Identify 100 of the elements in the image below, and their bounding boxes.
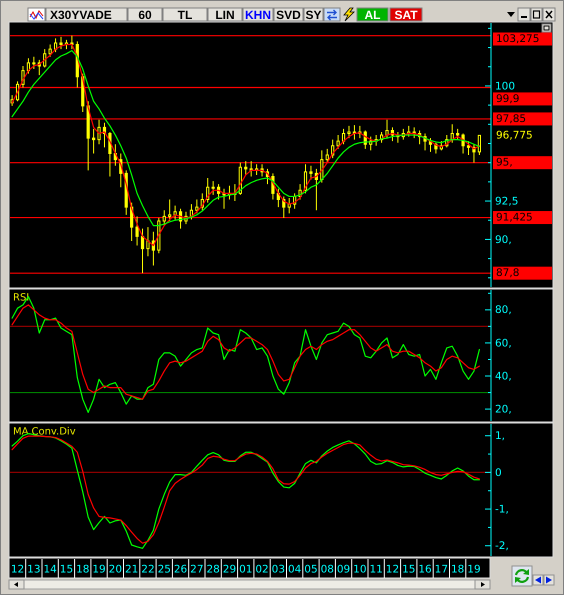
x-tick-label: 28 <box>206 563 220 576</box>
candlestick <box>59 36 63 50</box>
ref-line-label: 95, <box>496 156 513 169</box>
y-tick-label: 90, <box>495 234 512 246</box>
x-tick-label: 03 <box>272 563 286 576</box>
text: SAT <box>394 8 418 22</box>
candlestick <box>309 165 313 180</box>
x-tick-label: 20 <box>108 563 122 576</box>
candlestick <box>152 231 155 266</box>
candlestick <box>478 134 481 156</box>
text: AL <box>364 8 380 22</box>
text: 60 <box>138 8 152 22</box>
ref-line-label: 103,275 <box>496 33 540 45</box>
candlestick <box>43 48 46 68</box>
candlestick <box>174 205 177 220</box>
candlestick <box>407 125 410 138</box>
x-tick-label: 18 <box>450 563 464 576</box>
candlestick <box>347 125 351 139</box>
candlestick <box>48 44 52 58</box>
ref-line-label: 87,8 <box>496 267 520 280</box>
candlestick <box>86 100 90 171</box>
y-tick-label: -2, <box>495 540 509 552</box>
x-tick-label: 18 <box>76 563 90 576</box>
x-tick-label: 19 <box>467 563 481 576</box>
text: 96,775 <box>496 129 533 142</box>
candlestick <box>466 140 470 156</box>
text: KHN <box>245 8 271 22</box>
text: LIN <box>215 8 235 22</box>
candlestick <box>190 204 194 220</box>
y-tick-label: 40, <box>495 370 512 382</box>
y-tick-label: 60, <box>495 337 512 350</box>
candlestick <box>212 180 215 196</box>
y-tick-label: -1, <box>495 503 509 516</box>
candlestick <box>54 38 58 53</box>
x-tick-label: 05 <box>304 563 318 576</box>
x-tick-label: 22 <box>141 563 155 576</box>
candlestick <box>64 39 68 50</box>
x-tick-label: 09 <box>336 563 350 576</box>
chart-title: X30YVADE <box>50 8 112 22</box>
x-tick-label: 11 <box>369 563 383 576</box>
candlestick <box>26 58 30 74</box>
candlestick <box>352 124 356 140</box>
chart-title: MA.Conv.Div <box>13 426 76 438</box>
x-tick-label: 16 <box>418 563 432 576</box>
x-tick-label: 26 <box>174 563 188 576</box>
ref-line-label: 97,85 <box>496 112 526 125</box>
x-tick-label: 12 <box>10 563 24 576</box>
ref-line-label: 99,9 <box>496 92 520 105</box>
y-tick-label: 80, <box>495 304 512 316</box>
y-tick-label: 0 <box>495 466 502 479</box>
text: TL <box>178 8 192 22</box>
candlestick <box>195 199 198 214</box>
candlestick <box>135 216 139 246</box>
y-tick-label: 92,5 <box>495 195 518 208</box>
x-tick-label: 02 <box>255 563 269 576</box>
candlestick <box>92 128 96 154</box>
ref-line-label: 91,425 <box>496 212 533 224</box>
x-tick-label: 04 <box>288 563 302 576</box>
x-tick-label: 27 <box>190 563 204 576</box>
candlestick <box>146 226 150 257</box>
candlestick <box>97 119 101 145</box>
candlestick <box>276 188 280 208</box>
y-tick-label: 20, <box>495 403 512 416</box>
candlestick <box>244 160 248 176</box>
x-tick-label: 25 <box>158 563 171 576</box>
x-tick-label: 01 <box>239 563 252 576</box>
candlestick <box>342 128 346 145</box>
candlestick <box>250 160 253 177</box>
candlestick <box>385 119 389 139</box>
line-series <box>12 304 480 400</box>
x-tick-label: 19 <box>92 563 106 576</box>
candlestick <box>336 134 340 150</box>
x-tick-label: 08 <box>320 563 334 576</box>
x-tick-label: 10 <box>353 563 367 576</box>
candlestick <box>168 199 172 222</box>
x-tick-label: 17 <box>434 563 448 576</box>
x-tick-label: 15 <box>60 563 74 576</box>
candlestick <box>70 35 74 50</box>
x-tick-label: 13 <box>27 563 41 576</box>
candlestick <box>222 188 226 210</box>
candlestick <box>108 131 112 177</box>
candlestick <box>140 228 144 274</box>
candlestick <box>114 144 117 166</box>
candlestick <box>314 168 318 211</box>
y-tick-label: 100 <box>495 80 516 92</box>
x-tick-label: 12 <box>386 563 400 576</box>
x-tick-label: 21 <box>124 563 138 576</box>
candlestick <box>162 210 166 226</box>
x-tick-label: 29 <box>222 563 236 576</box>
candlestick <box>450 124 454 144</box>
candlestick <box>326 148 329 164</box>
text: SVD <box>276 8 302 22</box>
candlestick <box>130 202 134 242</box>
candlestick <box>32 56 36 70</box>
candlestick <box>412 126 416 139</box>
candlestick <box>456 128 460 140</box>
x-tick-label: 14 <box>43 563 58 576</box>
candlestick <box>288 197 291 214</box>
y-tick-label: 1, <box>495 430 506 442</box>
x-tick-label: 15 <box>402 563 416 576</box>
